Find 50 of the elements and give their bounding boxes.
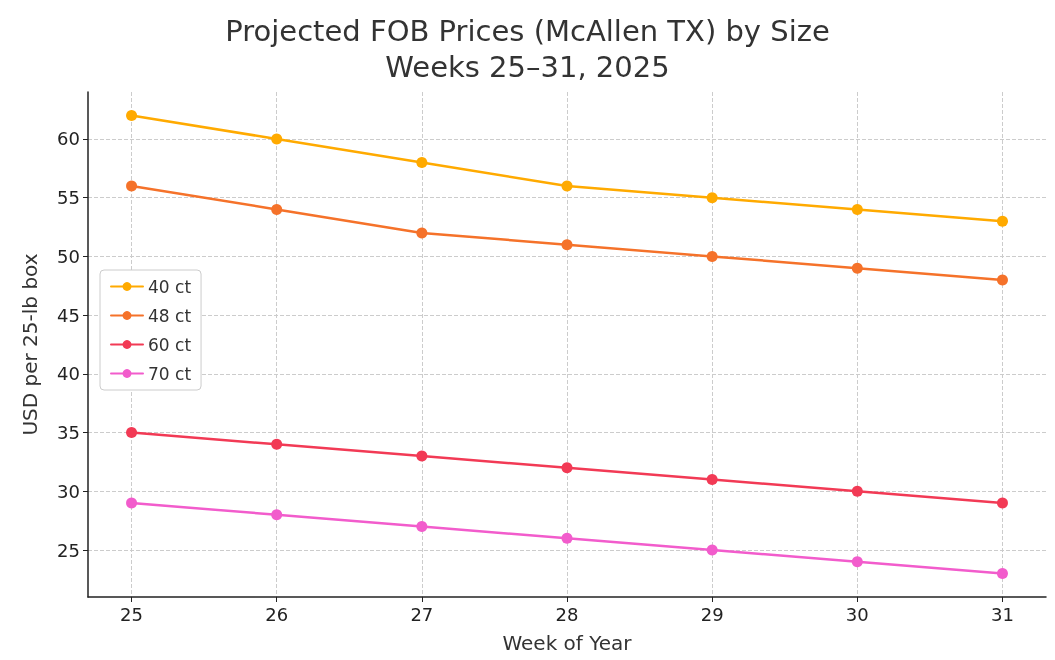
legend-label: 40 ct — [148, 276, 192, 297]
x-tick-label: 29 — [700, 603, 724, 625]
y-tick-label: 55 — [57, 187, 80, 209]
point — [126, 109, 138, 121]
x-tick-label: 27 — [410, 603, 434, 625]
point — [271, 438, 283, 450]
point — [561, 180, 573, 192]
point — [271, 133, 283, 145]
point — [561, 532, 573, 544]
point — [851, 556, 863, 568]
point — [271, 203, 283, 215]
point — [851, 485, 863, 497]
x-tick-label: 26 — [265, 603, 289, 625]
y-tick-label: 35 — [57, 422, 80, 444]
x-tick-label: 28 — [555, 603, 579, 625]
y-tick-label: 45 — [57, 304, 80, 326]
x-tick-label: 31 — [991, 603, 1014, 625]
point — [851, 203, 863, 215]
point — [126, 180, 138, 192]
y-tick-label: 60 — [57, 128, 80, 150]
point — [996, 497, 1008, 509]
point — [706, 474, 718, 486]
point — [416, 156, 428, 168]
y-tick-label: 30 — [57, 480, 80, 502]
point — [706, 250, 718, 262]
point — [851, 262, 863, 274]
x-tick-label: 25 — [120, 603, 143, 625]
y-tick-label: 50 — [57, 245, 80, 267]
point — [416, 521, 428, 533]
y-tick-label: 25 — [57, 539, 80, 561]
point — [416, 450, 428, 462]
x-axis-title: Week of Year — [502, 631, 633, 655]
point — [271, 509, 283, 521]
x-tick-label: 30 — [845, 603, 869, 625]
point — [706, 544, 718, 556]
point — [126, 427, 138, 439]
point — [561, 239, 573, 251]
legend-label: 60 ct — [148, 334, 192, 355]
chart-title: Projected FOB Prices (McAllen TX) by Size Weeks 25–31, 2025 — [225, 14, 830, 84]
point — [126, 497, 138, 509]
point — [996, 274, 1008, 286]
point — [706, 192, 718, 204]
point — [996, 215, 1008, 227]
y-tick-label: 40 — [57, 363, 80, 385]
point — [561, 462, 573, 474]
y-axis-title: USD per 25-lb box — [18, 253, 42, 436]
legend-label: 48 ct — [148, 305, 192, 326]
legend-label: 70 ct — [148, 363, 192, 384]
point — [996, 568, 1008, 580]
point — [416, 227, 428, 239]
